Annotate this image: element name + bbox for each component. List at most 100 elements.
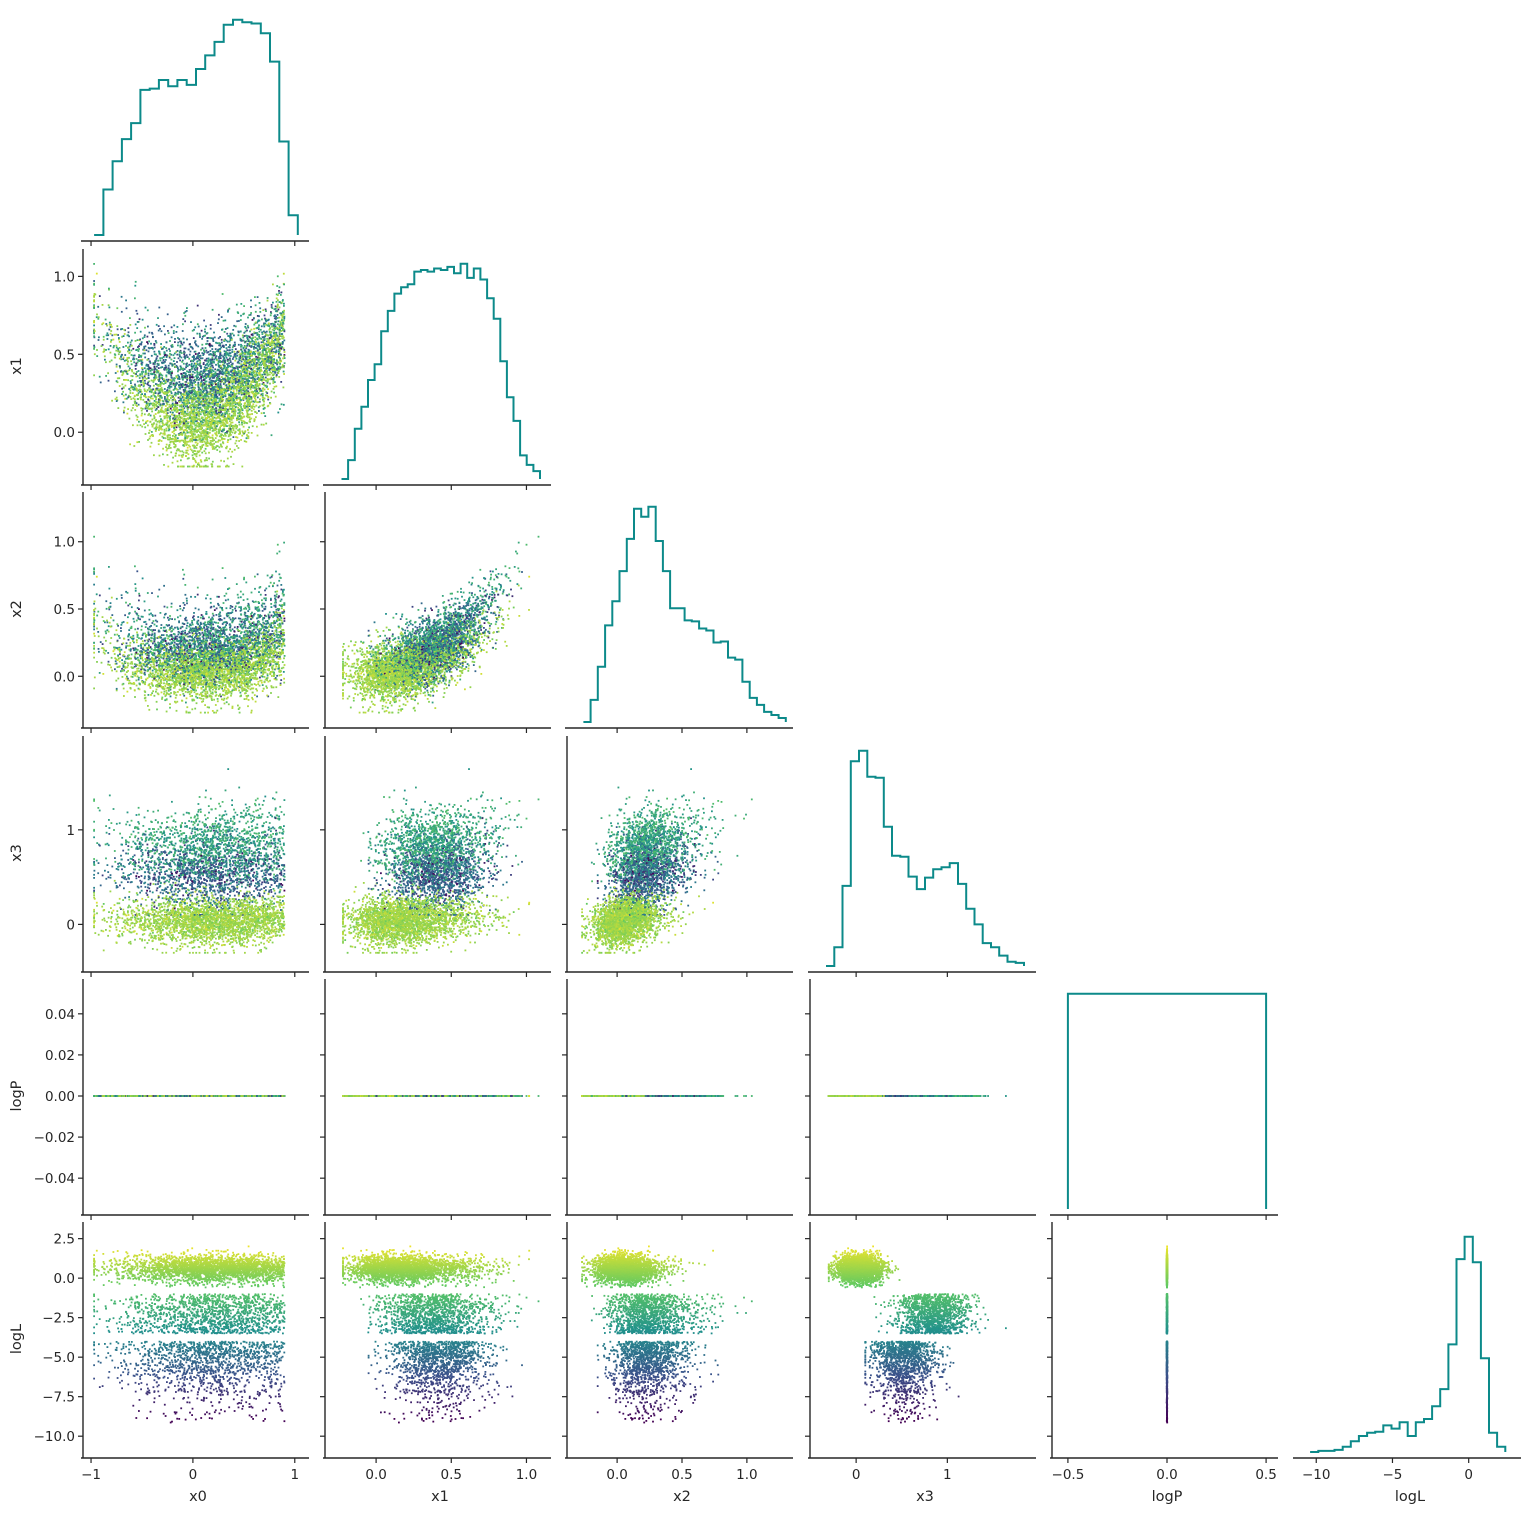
point xyxy=(140,424,142,426)
point xyxy=(239,430,241,432)
point xyxy=(164,431,166,433)
point xyxy=(190,321,192,323)
point xyxy=(108,348,110,350)
point xyxy=(217,322,219,324)
point xyxy=(173,383,175,385)
point xyxy=(170,451,172,453)
point xyxy=(258,328,260,330)
point xyxy=(156,342,158,344)
point xyxy=(283,273,285,275)
point xyxy=(218,318,220,320)
point xyxy=(157,360,159,362)
point xyxy=(174,353,176,355)
point xyxy=(204,366,206,368)
point xyxy=(137,381,139,383)
point xyxy=(129,368,131,370)
point xyxy=(179,341,181,343)
point xyxy=(150,415,152,417)
point xyxy=(277,275,279,277)
point xyxy=(261,341,263,343)
point xyxy=(206,352,208,354)
point xyxy=(159,455,161,457)
point xyxy=(222,422,224,424)
histogram-x0 xyxy=(94,20,298,235)
point xyxy=(214,368,216,370)
point xyxy=(193,382,195,384)
point xyxy=(182,323,184,325)
point xyxy=(262,341,264,343)
point xyxy=(233,429,235,431)
point xyxy=(138,348,140,350)
point xyxy=(166,428,168,430)
point xyxy=(273,392,275,394)
point xyxy=(276,301,278,303)
point xyxy=(137,398,139,400)
point xyxy=(271,391,273,393)
point xyxy=(132,424,134,426)
point xyxy=(273,388,275,390)
point xyxy=(157,421,159,423)
point xyxy=(267,399,269,401)
point xyxy=(242,335,244,337)
point xyxy=(118,377,120,379)
point xyxy=(220,460,222,462)
point xyxy=(199,455,201,457)
point xyxy=(137,424,139,426)
point xyxy=(258,406,260,408)
point xyxy=(202,357,204,359)
point xyxy=(241,466,243,468)
point xyxy=(248,432,250,434)
point xyxy=(230,361,232,363)
point xyxy=(193,380,195,382)
point xyxy=(140,399,142,401)
point xyxy=(165,347,167,349)
point xyxy=(124,407,126,409)
point xyxy=(209,437,211,439)
point xyxy=(119,367,121,369)
point xyxy=(178,397,180,399)
point xyxy=(227,441,229,443)
point xyxy=(163,464,165,466)
point xyxy=(116,366,118,368)
point xyxy=(130,398,132,400)
point xyxy=(215,356,217,358)
point xyxy=(277,372,279,374)
point xyxy=(275,325,277,327)
point xyxy=(104,355,106,357)
point xyxy=(127,327,129,329)
point xyxy=(173,442,175,444)
point xyxy=(151,355,153,357)
point xyxy=(195,365,197,367)
point xyxy=(254,341,256,343)
point xyxy=(242,413,244,415)
point xyxy=(219,404,221,406)
point xyxy=(119,341,121,343)
point xyxy=(189,466,191,468)
point xyxy=(148,375,150,377)
point xyxy=(169,434,171,436)
point xyxy=(278,376,280,378)
point xyxy=(192,371,194,373)
point xyxy=(280,294,282,296)
point xyxy=(200,448,202,450)
point xyxy=(213,332,215,334)
point xyxy=(164,334,166,336)
point xyxy=(129,418,131,420)
point xyxy=(97,306,99,308)
point xyxy=(271,304,273,306)
point xyxy=(124,354,126,356)
point xyxy=(163,346,165,348)
point xyxy=(281,403,283,405)
point xyxy=(234,360,236,362)
point xyxy=(121,296,123,298)
point xyxy=(171,414,173,416)
point xyxy=(154,351,156,353)
point xyxy=(177,326,179,328)
point xyxy=(113,339,115,341)
point xyxy=(111,339,113,341)
point xyxy=(140,407,142,409)
point xyxy=(158,325,160,327)
point xyxy=(246,437,248,439)
point xyxy=(240,403,242,405)
point xyxy=(209,399,211,401)
